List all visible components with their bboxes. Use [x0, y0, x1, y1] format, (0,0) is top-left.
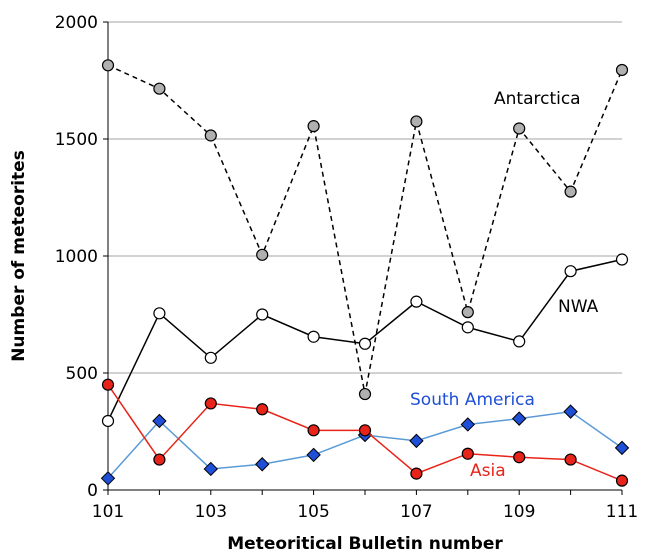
x-tick-label: 111	[606, 502, 638, 522]
data-point-asia	[617, 475, 628, 486]
data-point-antarctica	[360, 389, 371, 400]
series-labels: Antarctica NWA South America Asia	[410, 89, 599, 481]
data-point-antarctica	[514, 123, 525, 134]
y-axis-title: Number of meteorites	[9, 150, 29, 362]
data-point-asia	[514, 452, 525, 463]
data-point-nwa	[154, 308, 165, 319]
x-tick-label: 103	[195, 502, 227, 522]
series-group	[102, 60, 629, 486]
data-point-antarctica	[154, 83, 165, 94]
data-point-nwa	[205, 352, 216, 363]
data-point-nwa	[360, 338, 371, 349]
data-point-asia	[103, 379, 114, 390]
y-tick-label: 500	[66, 364, 98, 384]
data-point-antarctica	[103, 60, 114, 71]
data-point-nwa	[617, 254, 628, 265]
series-label-antarctica: Antarctica	[494, 89, 581, 109]
x-tick-label: 107	[400, 502, 432, 522]
data-point-south-america	[307, 448, 320, 461]
data-point-asia	[154, 454, 165, 465]
data-point-south-america	[461, 418, 474, 431]
data-point-antarctica	[462, 307, 473, 318]
data-point-antarctica	[565, 186, 576, 197]
data-point-asia	[565, 454, 576, 465]
x-tick-labels: 101 103 105 107 109 111	[92, 502, 638, 522]
data-point-nwa	[411, 296, 422, 307]
data-point-south-america	[256, 458, 269, 471]
data-point-nwa	[257, 309, 268, 320]
data-point-asia	[257, 404, 268, 415]
y-tick-label: 1500	[55, 130, 98, 150]
data-point-south-america	[410, 434, 423, 447]
data-point-antarctica	[205, 130, 216, 141]
data-point-asia	[462, 448, 473, 459]
grid-lines	[108, 22, 622, 373]
y-tick-label: 0	[87, 481, 98, 501]
data-point-nwa	[462, 322, 473, 333]
data-point-asia	[360, 425, 371, 436]
data-point-asia	[308, 425, 319, 436]
data-point-antarctica	[617, 64, 628, 75]
data-point-antarctica	[308, 121, 319, 132]
data-point-nwa	[308, 331, 319, 342]
data-point-nwa	[514, 336, 525, 347]
data-point-asia	[411, 468, 422, 479]
y-tick-labels: 0 500 1000 1500 2000	[55, 13, 98, 501]
y-tick-label: 1000	[55, 247, 98, 267]
data-point-asia	[205, 398, 216, 409]
data-point-south-america	[513, 412, 526, 425]
series-label-nwa: NWA	[558, 297, 599, 317]
x-tick-label: 101	[92, 502, 124, 522]
data-point-south-america	[616, 441, 629, 454]
data-point-south-america	[564, 405, 577, 418]
data-point-antarctica	[411, 116, 422, 127]
y-tick-label: 2000	[55, 13, 98, 33]
data-point-antarctica	[257, 249, 268, 260]
data-point-nwa	[103, 415, 114, 426]
series-label-south-america: South America	[410, 390, 535, 410]
series-label-asia: Asia	[470, 461, 506, 481]
series-line-south-america	[108, 412, 622, 479]
data-point-nwa	[565, 266, 576, 277]
x-tick-label: 109	[503, 502, 535, 522]
x-axis-title: Meteoritical Bulletin number	[227, 534, 503, 554]
x-tick-label: 105	[297, 502, 329, 522]
